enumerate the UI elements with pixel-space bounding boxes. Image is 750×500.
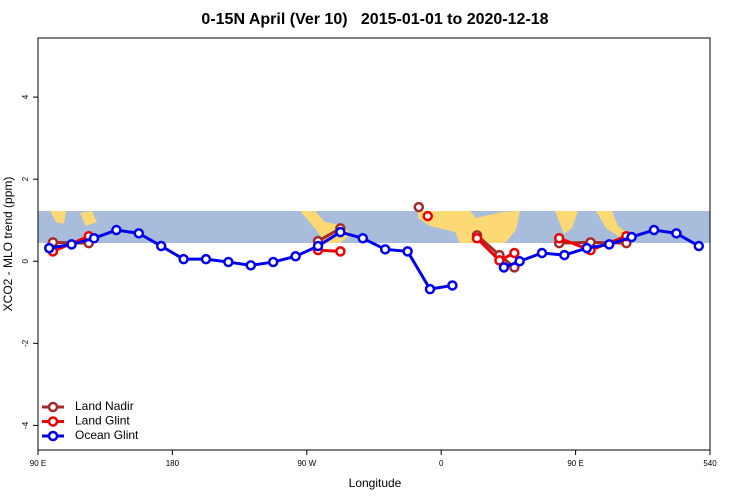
point	[335, 226, 346, 238]
x-tick-label: 90 E	[567, 459, 583, 468]
point	[66, 239, 77, 250]
point	[133, 228, 145, 239]
x-tick-label: 180	[166, 459, 180, 468]
point	[111, 224, 122, 236]
point	[626, 231, 637, 243]
point	[200, 253, 212, 265]
legend-label: Land Glint	[75, 414, 130, 428]
point	[559, 249, 570, 261]
point	[498, 262, 510, 273]
point	[312, 240, 324, 252]
y-tick-label: 4	[21, 94, 30, 99]
point	[494, 255, 505, 266]
point	[648, 224, 660, 236]
chart-title: 0-15N April (Ver 10) 2015-01-01 to 2020-…	[201, 11, 548, 28]
y-tick-label: -2	[21, 339, 30, 347]
point	[413, 201, 425, 213]
point	[603, 239, 615, 250]
point	[581, 242, 593, 254]
legend-label: Land Nadir	[75, 399, 134, 413]
legend-marker	[47, 416, 59, 427]
point	[471, 233, 483, 244]
y-axis-label: XCO2 - MLO trend (ppm)	[1, 177, 15, 312]
point	[245, 260, 257, 271]
x-tick-label: 0	[439, 459, 444, 468]
y-tick-label: -4	[21, 421, 30, 429]
point	[509, 247, 520, 259]
point	[43, 242, 55, 254]
point	[422, 210, 434, 222]
point	[671, 228, 682, 239]
x-tick-label: 90 W	[297, 459, 316, 468]
legend-marker	[47, 401, 59, 413]
y-tick-label: 0	[21, 258, 30, 263]
point	[155, 240, 167, 252]
legend-label: Ocean Glint	[75, 428, 139, 442]
point	[402, 246, 413, 257]
point	[88, 233, 100, 244]
point	[178, 253, 189, 265]
point	[536, 247, 548, 259]
plot-frame	[37, 37, 711, 451]
point	[514, 255, 525, 267]
point	[335, 246, 346, 257]
point	[424, 283, 436, 295]
point	[357, 233, 369, 244]
point	[447, 280, 458, 291]
point	[267, 256, 279, 268]
point	[693, 240, 705, 252]
point	[379, 244, 391, 255]
y-tick-label: 2	[21, 176, 30, 181]
legend-marker	[47, 430, 59, 442]
point	[223, 256, 234, 268]
point	[290, 251, 301, 262]
map-band	[38, 211, 710, 243]
x-tick-label: 90 E	[30, 459, 46, 468]
x-tick-label: 540	[703, 459, 717, 468]
point	[553, 233, 565, 244]
x-axis-label: Longitude	[349, 476, 402, 490]
